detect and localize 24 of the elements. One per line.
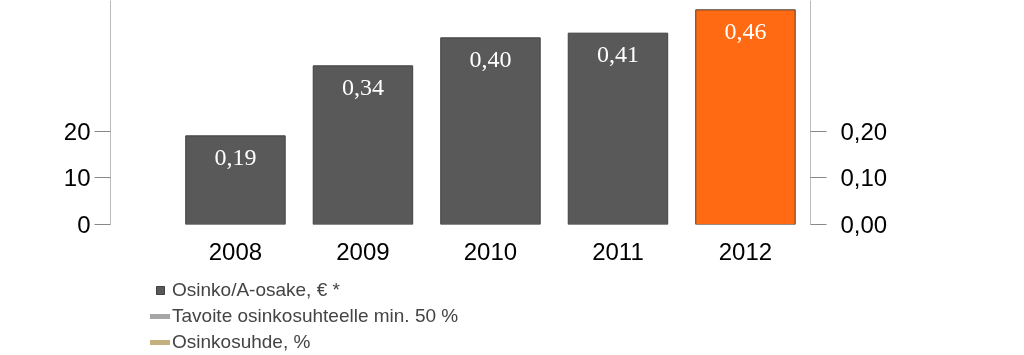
legend-label: Osinkosuhde, % (172, 331, 311, 353)
bar (312, 65, 414, 225)
legend-label: Osinko/A-osake, € * (172, 279, 340, 301)
x-tick-label: 2011 (592, 237, 644, 265)
y-tick-label: 0 (77, 211, 91, 238)
x-tick-label: 2012 (718, 237, 773, 265)
x-tick-label: 2009 (336, 237, 390, 265)
legend-label: Tavoite osinkosuhteelle min. 50 % (172, 305, 459, 327)
data-label: 0,46 (724, 17, 767, 44)
y2-tick-label: 0,00 (840, 211, 888, 238)
data-label: 0,34 (341, 73, 384, 100)
y2-tick-label: 0,20 (840, 117, 888, 145)
y-tick-label: 10 (63, 164, 91, 192)
bar (440, 37, 541, 225)
x-tick-label: 2010 (463, 237, 518, 265)
data-label: 0,19 (214, 143, 257, 170)
bar (567, 32, 669, 225)
y2-tick-label: 0,10 (840, 164, 888, 192)
bar (185, 135, 286, 225)
y-tick-label: 20 (63, 117, 91, 145)
bar (695, 9, 796, 225)
x-tick-label: 2008 (208, 237, 263, 265)
data-label: 0,40 (469, 45, 512, 72)
data-label: 0,41 (596, 41, 639, 68)
